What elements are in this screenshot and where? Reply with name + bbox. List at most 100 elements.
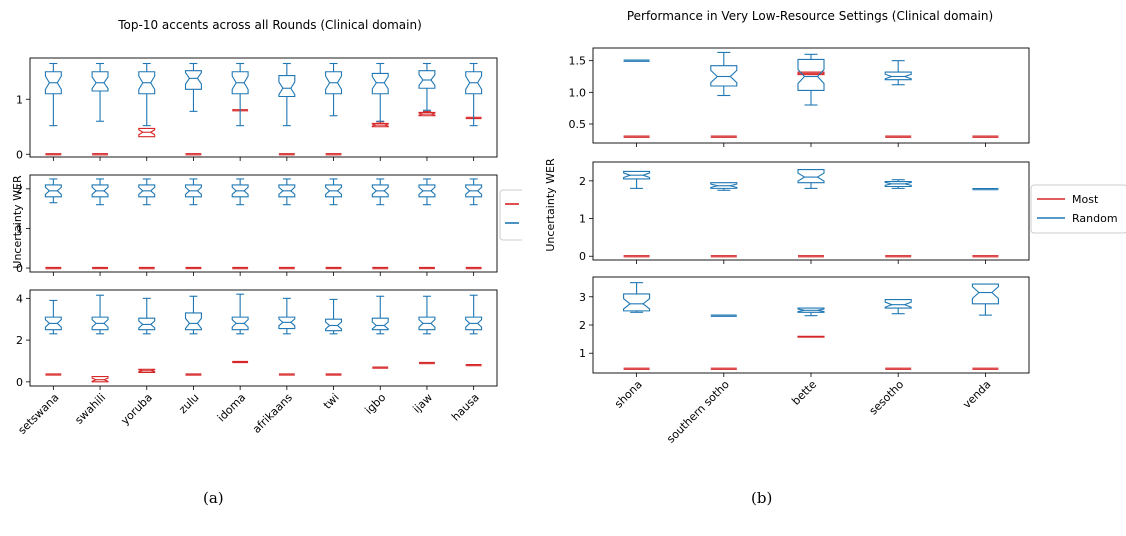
- x-tick-label: afrikaans: [250, 391, 295, 436]
- box-random-yoruba: [138, 297, 156, 335]
- box-most-shona: [623, 367, 650, 370]
- y-tick-label: 3: [579, 291, 586, 304]
- x-tick-label: setswana: [16, 391, 62, 437]
- box-body: [710, 65, 738, 87]
- box-most-zulu: [185, 266, 202, 270]
- box-body: [138, 71, 156, 95]
- y-tick-label: 2: [16, 334, 23, 347]
- box-random-ijaw: [418, 62, 436, 111]
- box-body: [797, 58, 825, 91]
- box-body: [91, 71, 109, 92]
- box-body: [278, 316, 296, 330]
- y-tick-label: 1.5: [569, 55, 587, 68]
- box-random-venda: [972, 187, 999, 191]
- box-most-sesotho: [885, 135, 912, 138]
- box-body: [184, 184, 202, 198]
- box-body: [231, 184, 249, 198]
- box-most-afrikaans: [278, 373, 295, 376]
- box-body: [371, 72, 389, 95]
- panel-2: 0 1 2: [579, 161, 1030, 264]
- box-most-hausa: [465, 266, 482, 270]
- panel-frame: [592, 276, 1030, 374]
- box-body: [91, 376, 109, 383]
- box-body: [138, 368, 156, 373]
- x-tick-label: idoma: [215, 391, 248, 424]
- box-body: [418, 111, 436, 117]
- box-most-twi: [325, 373, 342, 376]
- box-body: [418, 316, 436, 331]
- box-random-bette: [797, 307, 825, 317]
- box-random-venda: [971, 283, 999, 316]
- x-tick-label: hausa: [449, 391, 482, 424]
- x-tick-label: sesotho: [867, 378, 907, 418]
- box-random-setswana: [44, 299, 62, 335]
- box-most-swahili: [92, 153, 108, 156]
- box-random-sesotho: [884, 179, 912, 189]
- legend-label-random: Random: [1072, 212, 1118, 225]
- legend-frame: [1030, 184, 1126, 234]
- box-most-hausa: [465, 363, 482, 367]
- box-random-afrikaans: [278, 62, 296, 127]
- y-tick-label: 1.0: [569, 86, 587, 99]
- box-body: [884, 71, 912, 81]
- box-body: [325, 318, 343, 332]
- box-most-ijaw: [418, 110, 436, 117]
- panel-3: 0 2 4: [16, 289, 498, 390]
- box-random-ijaw: [418, 295, 436, 335]
- box-random-southern-sotho: [710, 182, 738, 191]
- box-body: [138, 317, 156, 331]
- panel-3: 1 2 3: [579, 276, 1030, 377]
- box-random-hausa: [465, 294, 483, 335]
- box-most-setswana: [45, 373, 62, 376]
- y-tick-label: 1: [16, 222, 23, 235]
- box-most-ijaw: [419, 266, 435, 270]
- box-most-southern-sotho: [710, 255, 737, 258]
- box-random-igbo: [371, 178, 389, 206]
- box-random-shona: [623, 170, 651, 189]
- box-random-twi: [325, 62, 343, 117]
- y-axis-label: Uncertainty WER: [11, 175, 24, 269]
- box-body: [138, 184, 156, 198]
- box-most-igbo: [371, 121, 389, 128]
- box-body: [623, 170, 651, 180]
- x-tick-label: swahili: [72, 391, 108, 427]
- box-random-hausa: [465, 178, 483, 206]
- box-random-afrikaans: [278, 297, 296, 335]
- x-tick-label: shona: [612, 378, 645, 411]
- box-most-shona: [623, 255, 650, 258]
- box-random-shona: [623, 59, 650, 62]
- box-random-zulu: [184, 62, 202, 112]
- box-most-setswana: [45, 266, 62, 270]
- box-body: [623, 293, 651, 312]
- x-tick-label: zulu: [176, 391, 201, 416]
- y-tick-label: 4: [16, 292, 23, 305]
- panel-frame: [29, 174, 498, 273]
- box-random-idoma: [231, 293, 249, 335]
- y-tick-label: 0: [16, 148, 23, 161]
- box-random-sesotho: [884, 60, 912, 86]
- box-most-bette: [797, 335, 825, 338]
- box-random-afrikaans: [278, 178, 296, 206]
- legend: [499, 189, 522, 241]
- y-tick-label: 2: [579, 175, 586, 188]
- box-random-swahili: [91, 62, 109, 122]
- panel-1: 01: [16, 57, 498, 161]
- box-most-swahili: [92, 266, 108, 270]
- box-body: [971, 283, 999, 305]
- box-body: [91, 184, 109, 198]
- box-body: [184, 70, 202, 90]
- box-most-igbo: [372, 266, 389, 270]
- box-body: [371, 184, 389, 198]
- box-body: [278, 75, 296, 98]
- box-random-bette: [797, 168, 825, 189]
- box-most-zulu: [185, 373, 202, 376]
- x-tick-label: venda: [960, 378, 993, 411]
- y-tick-label: 1: [579, 347, 586, 360]
- box-random-shona: [623, 282, 651, 313]
- box-body: [44, 316, 62, 331]
- box-body: [44, 184, 62, 198]
- box-body: [418, 70, 436, 89]
- box-body: [325, 184, 343, 198]
- chart-b: Performance in Very Low-Resource Setting…: [544, 9, 1126, 446]
